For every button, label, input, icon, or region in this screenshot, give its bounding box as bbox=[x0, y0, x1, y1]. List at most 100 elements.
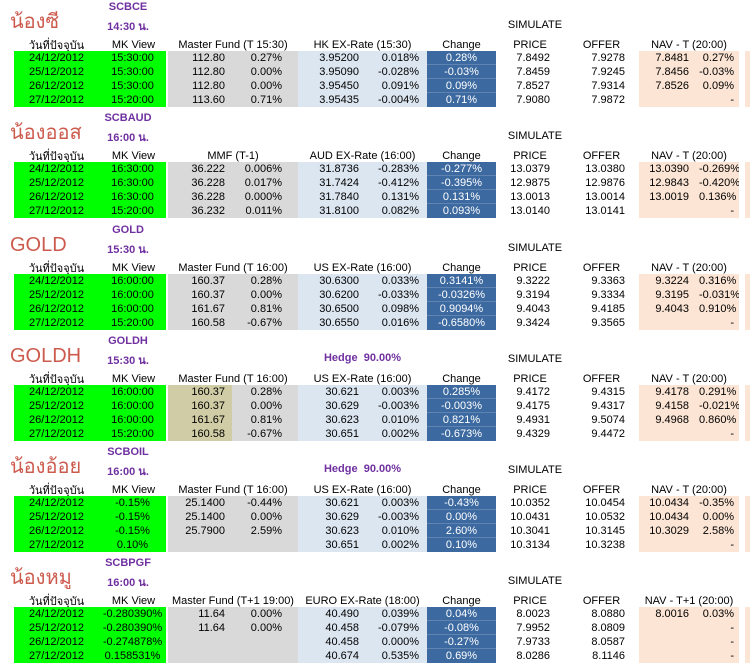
ex-rate-pct-cell: -0.079% bbox=[364, 621, 427, 636]
nav-value-cell: 7.8481 bbox=[639, 51, 699, 65]
master-fund-pct-cell: 0.28% bbox=[232, 273, 298, 288]
master-fund-value-cell: 160.37 bbox=[168, 287, 232, 302]
fund-nickname: น้องหมู bbox=[10, 567, 72, 590]
data-rows: 24/12/2012 -0.280390% 11.64 0.00% 40.490… bbox=[14, 607, 739, 664]
table-row: 25/12/2012 -0.15% 25.1400 0.00% 30.629 -… bbox=[14, 510, 739, 525]
table-row: 27/12/2012 15:20:00 113.60 0.71% 3.95435… bbox=[14, 93, 739, 107]
table-row: 24/12/2012 15:30:00 112.80 0.27% 3.95200… bbox=[14, 51, 739, 65]
mk-view-cell: 16:00:00 bbox=[99, 287, 168, 302]
fund-code: SCBOIL bbox=[107, 446, 149, 459]
nav-pct-cell: 0.910% bbox=[699, 301, 739, 316]
simulate-offer-cell: 9.3363 bbox=[591, 274, 625, 287]
simulate-price-cell: 8.0023 bbox=[516, 608, 550, 621]
simulate-offer-cell: 7.9872 bbox=[591, 94, 625, 106]
nav-pct-cell: - bbox=[699, 93, 739, 107]
change-cell: 0.09% bbox=[427, 79, 496, 93]
table-row: 25/12/2012 16:00:00 160.37 0.00% 30.629 … bbox=[14, 398, 739, 413]
date-cell: 26/12/2012 bbox=[14, 190, 99, 205]
nav-column-header: NAV - T (20:00) bbox=[651, 372, 727, 385]
ex-rate-pct-cell: -0.283% bbox=[364, 162, 427, 177]
offer-column-header: OFFER bbox=[582, 39, 621, 51]
date-cell: 27/12/2012 bbox=[14, 315, 99, 330]
fund-code: SCBPGF bbox=[105, 557, 151, 570]
nav-value-cell: 13.0390 bbox=[639, 162, 699, 177]
mk-view-cell: 0.158531% bbox=[99, 649, 168, 664]
table-row: 25/12/2012 16:30:00 36.228 0.017% 31.742… bbox=[14, 176, 739, 191]
master-fund-pct-cell: 0.006% bbox=[232, 162, 298, 177]
date-column-header: วันที่ปัจจุบัน bbox=[28, 485, 85, 498]
simulate-offer-cell: 13.0141 bbox=[585, 205, 625, 218]
table-row: 27/12/2012 15:20:00 36.232 0.011% 31.810… bbox=[14, 204, 739, 219]
master-fund-value-cell: 161.67 bbox=[168, 301, 232, 316]
ex-rate-value-cell: 40.674 bbox=[298, 649, 364, 664]
simulate-price-cell: 10.3041 bbox=[510, 525, 550, 538]
simulate-price-cell: 9.4175 bbox=[516, 399, 550, 412]
price-column-header: PRICE bbox=[513, 150, 547, 163]
ex-rate-value-cell: 31.8100 bbox=[298, 204, 364, 219]
master-fund-value-cell: 160.58 bbox=[168, 426, 232, 441]
mk-view-cell: -0.15% bbox=[99, 524, 168, 539]
ex-rate-pct-cell: -0.003% bbox=[364, 398, 427, 413]
simulate-price-cell: 7.8459 bbox=[516, 66, 550, 78]
change-cell: 2.60% bbox=[427, 524, 496, 539]
mk-view-cell: 15:30:00 bbox=[99, 65, 168, 79]
ex-rate-pct-cell: -0.003% bbox=[364, 510, 427, 525]
data-rows: 24/12/2012 16:00:00 160.37 0.28% 30.621 … bbox=[14, 384, 739, 441]
nav-value-cell: 9.4968 bbox=[639, 412, 699, 427]
column-header-row: วันที่ปัจจุบัน MK View MMF (T-1) AUD EX-… bbox=[14, 147, 739, 163]
nav-value-cell: 7.8526 bbox=[639, 79, 699, 93]
date-cell: 26/12/2012 bbox=[14, 635, 99, 650]
simulate-price-cell: 9.4329 bbox=[516, 427, 550, 440]
change-cell: -0.03% bbox=[427, 65, 496, 79]
date-cell: 24/12/2012 bbox=[14, 51, 99, 65]
master-fund-value-cell: 36.232 bbox=[168, 204, 232, 219]
mk-view-cell: 15:20:00 bbox=[99, 315, 168, 330]
master-fund-value-cell: 160.37 bbox=[168, 384, 232, 399]
nav-pct-cell: 0.00% bbox=[699, 510, 739, 525]
master-fund-pct-cell bbox=[232, 649, 298, 664]
change-cell: -0.27% bbox=[427, 635, 496, 650]
data-rows: 24/12/2012 16:00:00 160.37 0.28% 30.6300… bbox=[14, 273, 739, 330]
ex-rate-pct-cell: 0.535% bbox=[364, 649, 427, 664]
change-cell: -0.0326% bbox=[427, 287, 496, 302]
mk-view-cell: 16:00:00 bbox=[99, 398, 168, 413]
fund-code: GOLDH bbox=[108, 334, 148, 347]
ex-rate-value-cell: 40.490 bbox=[298, 607, 364, 622]
ex-rate-value-cell: 30.621 bbox=[298, 384, 364, 399]
fund-code: SCBAUD bbox=[104, 112, 152, 125]
fund-section-scbce: SCBCE น้องซี 14:30 น. SIMULATE วันที่ปัจ… bbox=[0, 0, 750, 111]
change-cell: -0.277% bbox=[427, 162, 496, 177]
simulate-offer-cell: 10.3145 bbox=[585, 525, 625, 538]
nav-pct-cell: 0.27% bbox=[699, 51, 739, 65]
simulate-offer-cell: 8.0880 bbox=[591, 608, 625, 621]
date-cell: 27/12/2012 bbox=[14, 538, 99, 553]
date-cell: 24/12/2012 bbox=[14, 607, 99, 622]
master-fund-pct-cell: 0.000% bbox=[232, 190, 298, 205]
price-column-header: PRICE bbox=[513, 372, 547, 385]
simulate-offer-cell: 8.1146 bbox=[592, 650, 625, 663]
date-cell: 25/12/2012 bbox=[14, 510, 99, 525]
right-edge-column-sliver bbox=[745, 273, 750, 330]
table-row: 24/12/2012 16:00:00 160.37 0.28% 30.621 … bbox=[14, 384, 739, 399]
ex-rate-value-cell: 40.458 bbox=[298, 635, 364, 650]
data-rows: 24/12/2012 -0.15% 25.1400 -0.44% 30.621 … bbox=[14, 496, 739, 553]
master-fund-value-cell: 160.37 bbox=[168, 273, 232, 288]
simulate-label: SIMULATE bbox=[507, 130, 563, 143]
date-column-header: วันที่ปัจจุบัน bbox=[28, 40, 85, 52]
master-fund-pct-cell: 0.00% bbox=[232, 65, 298, 79]
fund-cutoff-time: 16:00 น. bbox=[107, 577, 149, 590]
offer-column-header: OFFER bbox=[582, 484, 621, 497]
fund-cutoff-time: 15:30 น. bbox=[107, 354, 149, 367]
simulate-offer-cell: 8.0587 bbox=[591, 636, 625, 649]
date-column-header: วันที่ปัจจุบัน bbox=[28, 596, 85, 609]
ex-rate-value-cell: 3.95450 bbox=[298, 79, 364, 93]
master-fund-value-cell bbox=[168, 538, 232, 553]
simulate-offer-cell: 9.4472 bbox=[591, 427, 625, 440]
mk-view-cell: -0.274878% bbox=[99, 635, 168, 650]
ex-rate-pct-cell: 0.010% bbox=[364, 524, 427, 539]
ex-rate-pct-cell: -0.033% bbox=[364, 287, 427, 302]
date-cell: 27/12/2012 bbox=[14, 649, 99, 664]
right-edge-column-sliver bbox=[745, 51, 750, 107]
simulate-offer-cell: 9.4317 bbox=[591, 399, 625, 412]
ex-rate-column-header: AUD EX-Rate (16:00) bbox=[309, 150, 416, 163]
